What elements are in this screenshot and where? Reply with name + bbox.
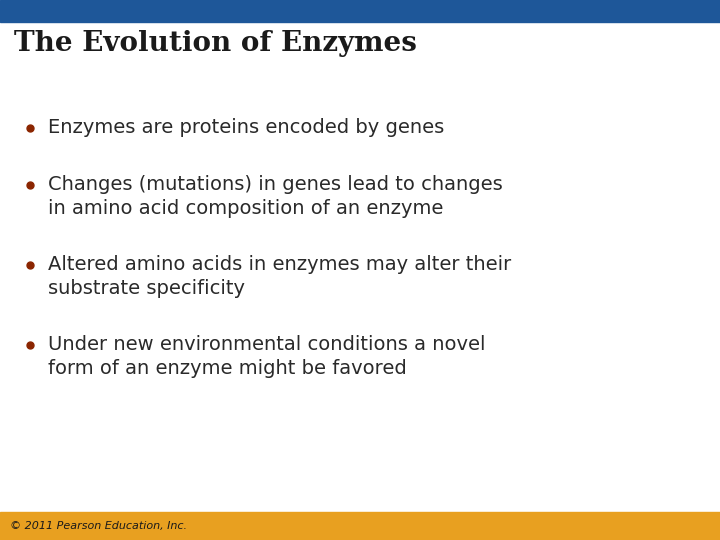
Text: Changes (mutations) in genes lead to changes
in amino acid composition of an enz: Changes (mutations) in genes lead to cha…: [48, 175, 503, 218]
Text: Enzymes are proteins encoded by genes: Enzymes are proteins encoded by genes: [48, 118, 444, 137]
Bar: [0, 512, 720, 540]
Text: Altered amino acids in enzymes may alter their
substrate specificity: Altered amino acids in enzymes may alter…: [48, 255, 511, 298]
Text: Under new environmental conditions a novel
form of an enzyme might be favored: Under new environmental conditions a nov…: [48, 335, 485, 378]
Text: The Evolution of Enzymes: The Evolution of Enzymes: [14, 30, 417, 57]
Text: © 2011 Pearson Education, Inc.: © 2011 Pearson Education, Inc.: [10, 521, 187, 531]
Bar: [0, 0, 720, 22]
